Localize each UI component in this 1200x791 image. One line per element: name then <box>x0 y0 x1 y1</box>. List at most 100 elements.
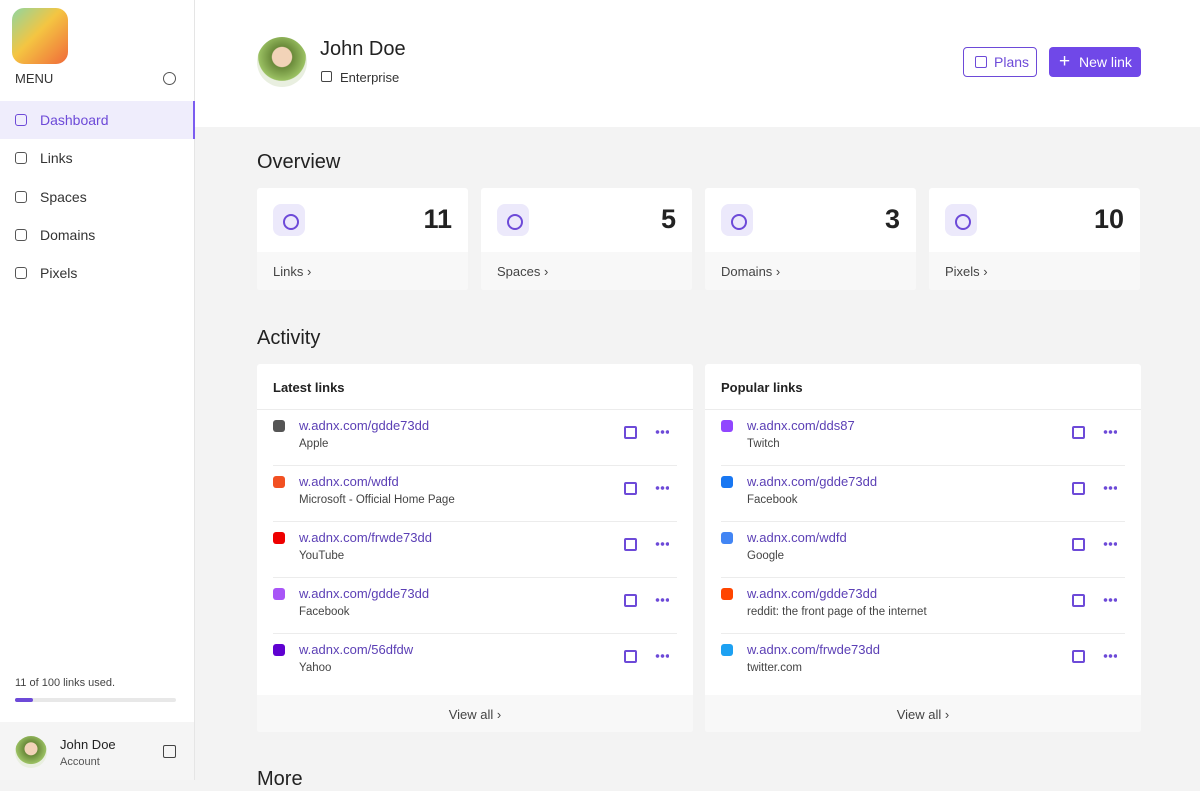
brand-icon <box>273 420 285 432</box>
logo[interactable] <box>12 8 68 64</box>
link-url[interactable]: w.adnx.com/frwde73dd <box>299 530 432 545</box>
view-all[interactable]: View all › <box>705 695 1141 732</box>
nav-label: Domains <box>40 226 96 243</box>
card-count: 10 <box>1093 204 1124 234</box>
theme-toggle[interactable] <box>163 72 176 85</box>
more-button[interactable] <box>655 654 669 658</box>
link-url[interactable]: w.adnx.com/frwde73dd <box>747 642 880 657</box>
nav-icon <box>15 114 27 126</box>
link-name: twitter.com <box>747 662 802 674</box>
link-row[interactable]: w.adnx.com/frwde73dd twitter.com <box>721 634 1125 690</box>
stats-button[interactable] <box>1072 538 1085 551</box>
plans-button[interactable]: Plans <box>963 47 1037 77</box>
more-button[interactable] <box>655 430 669 434</box>
more-button[interactable] <box>1103 430 1117 434</box>
link-row[interactable]: w.adnx.com/gdde73dd Apple <box>273 410 677 466</box>
account-name: John Doe <box>60 737 116 752</box>
link-row[interactable]: w.adnx.com/56dfdw Yahoo <box>273 634 677 690</box>
link-name: Apple <box>299 438 329 450</box>
logout[interactable] <box>163 745 176 758</box>
nav-icon <box>15 267 27 280</box>
stats-button[interactable] <box>1072 426 1085 439</box>
brand-icon <box>721 532 733 544</box>
card-count: 11 <box>423 204 452 234</box>
link-name: YouTube <box>299 550 345 562</box>
link-row[interactable]: w.adnx.com/gdde73dd Facebook <box>721 466 1125 522</box>
view-all[interactable]: View all › <box>257 695 693 732</box>
card-footer: Pixels › <box>929 252 1140 290</box>
copy-button[interactable] <box>624 482 637 495</box>
view-all-label: View all <box>448 707 494 722</box>
link-row[interactable]: w.adnx.com/gdde73dd Facebook <box>273 578 677 634</box>
account-role: Account <box>60 756 100 768</box>
card-icon <box>721 204 753 236</box>
more-button[interactable] <box>655 598 669 602</box>
link-name: Facebook <box>747 494 798 506</box>
stat-card[interactable]: 11 Links › <box>257 188 468 290</box>
card-footer: Domains › <box>705 252 916 290</box>
copy-button[interactable] <box>624 650 637 663</box>
link-row[interactable]: w.adnx.com/wdfd Microsoft - Official Home… <box>273 466 677 522</box>
nav-icon <box>15 228 27 241</box>
panel-title: Popular links <box>705 364 1141 410</box>
nav-item[interactable]: Spaces <box>0 178 195 216</box>
more-button[interactable] <box>1103 542 1117 546</box>
stats-button[interactable] <box>1072 650 1085 663</box>
more-button[interactable] <box>655 486 669 490</box>
link-name: reddit: the front page of the internet <box>747 606 927 618</box>
link-url[interactable]: w.adnx.com/dds87 <box>747 418 855 433</box>
view-all-label: View all <box>896 707 942 722</box>
new-link-button[interactable]: + New link <box>1049 47 1141 77</box>
more-button[interactable] <box>1103 654 1117 658</box>
stat-card[interactable]: 10 Pixels › <box>929 188 1140 290</box>
nav-item[interactable]: Dashboard <box>0 101 195 139</box>
nav-item[interactable]: Links <box>0 139 195 177</box>
copy-button[interactable] <box>624 538 637 551</box>
link-row[interactable]: w.adnx.com/gdde73dd reddit: the front pag… <box>721 578 1125 634</box>
account[interactable]: John Doe Account <box>0 722 194 780</box>
stat-card[interactable]: 5 Spaces › <box>481 188 692 290</box>
more-button[interactable] <box>655 542 669 546</box>
link-url[interactable]: w.adnx.com/wdfd <box>747 530 847 545</box>
card-label: Links <box>273 264 304 279</box>
nav-item[interactable]: Domains <box>0 216 195 254</box>
card-footer: Spaces › <box>481 252 692 290</box>
link-url[interactable]: w.adnx.com/gdde73dd <box>747 586 878 601</box>
link-url[interactable]: w.adnx.com/gdde73dd <box>747 474 878 489</box>
stats-button[interactable] <box>1072 482 1085 495</box>
nav-label: Links <box>40 150 73 167</box>
nav-label: Spaces <box>40 188 87 205</box>
more-button[interactable] <box>1103 598 1117 602</box>
link-name: Google <box>747 550 785 562</box>
usage-bar <box>15 698 33 702</box>
card-icon <box>273 204 305 236</box>
usage-track <box>15 698 176 702</box>
brand-icon <box>273 644 285 656</box>
copy-button[interactable] <box>624 594 637 607</box>
card-count: 5 <box>660 204 676 234</box>
card-icon <box>945 204 977 236</box>
link-row[interactable]: w.adnx.com/wdfd Google <box>721 522 1125 578</box>
stats-button[interactable] <box>1072 594 1085 607</box>
link-url[interactable]: w.adnx.com/wdfd <box>299 474 399 489</box>
link-url[interactable]: w.adnx.com/gdde73dd <box>299 586 430 601</box>
card-label: Domains <box>721 264 773 279</box>
copy-button[interactable] <box>624 426 637 439</box>
card-icon <box>497 204 529 236</box>
link-panel: Popular links w.adnx.com/dds87 Twitch w.adn… <box>705 364 1141 732</box>
link-name: Microsoft - Official Home Page <box>299 494 455 506</box>
link-row[interactable]: w.adnx.com/dds87 Twitch <box>721 410 1125 466</box>
stat-card[interactable]: 3 Domains › <box>705 188 916 290</box>
sidebar: MENU Dashboard Links Spaces Domains Pixels 1… <box>0 0 195 780</box>
avatar <box>15 736 47 768</box>
nav-label: Dashboard <box>40 112 109 128</box>
plan-icon <box>321 71 332 82</box>
brand-icon <box>721 588 733 600</box>
usage-label: 11 of 100 links used. <box>15 677 116 689</box>
link-url[interactable]: w.adnx.com/56dfdw <box>299 642 414 657</box>
link-row[interactable]: w.adnx.com/frwde73dd YouTube <box>273 522 677 578</box>
more-button[interactable] <box>1103 486 1117 490</box>
link-url[interactable]: w.adnx.com/gdde73dd <box>299 418 430 433</box>
nav-item[interactable]: Pixels <box>0 254 195 292</box>
